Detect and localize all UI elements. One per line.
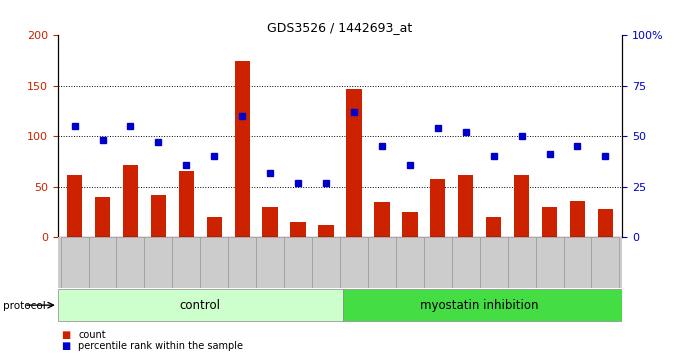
Bar xyxy=(486,217,501,237)
Bar xyxy=(235,61,250,237)
Bar xyxy=(592,237,619,289)
Bar xyxy=(368,237,396,289)
Bar xyxy=(430,179,445,237)
Bar xyxy=(598,209,613,237)
Bar xyxy=(67,175,82,237)
Bar xyxy=(374,202,390,237)
Bar xyxy=(424,237,452,289)
Bar xyxy=(542,207,557,237)
Bar xyxy=(262,207,278,237)
Bar xyxy=(343,289,622,321)
Bar xyxy=(123,165,138,237)
Bar xyxy=(88,237,116,289)
Bar xyxy=(179,171,194,237)
Bar xyxy=(95,197,110,237)
Bar xyxy=(284,237,312,289)
Bar xyxy=(144,237,172,289)
Bar xyxy=(318,225,334,237)
Bar xyxy=(58,289,343,321)
Bar xyxy=(346,89,362,237)
Bar xyxy=(396,237,424,289)
Bar xyxy=(508,237,536,289)
Bar xyxy=(536,237,564,289)
Text: count: count xyxy=(78,330,106,339)
Text: control: control xyxy=(180,299,221,312)
Bar xyxy=(340,237,368,289)
Bar xyxy=(452,237,479,289)
Bar xyxy=(201,237,228,289)
Bar xyxy=(514,175,529,237)
Text: protocol: protocol xyxy=(3,301,46,311)
Bar xyxy=(564,237,592,289)
Bar xyxy=(290,222,306,237)
Bar xyxy=(479,237,508,289)
Text: ■: ■ xyxy=(61,341,71,351)
Bar xyxy=(228,237,256,289)
Bar xyxy=(256,237,284,289)
Bar xyxy=(151,195,166,237)
Text: myostatin inhibition: myostatin inhibition xyxy=(420,299,539,312)
Bar xyxy=(61,237,88,289)
Text: percentile rank within the sample: percentile rank within the sample xyxy=(78,341,243,351)
Bar xyxy=(312,237,340,289)
Bar xyxy=(570,201,585,237)
Bar xyxy=(458,175,473,237)
Title: GDS3526 / 1442693_at: GDS3526 / 1442693_at xyxy=(267,21,413,34)
Bar xyxy=(402,212,418,237)
Text: ■: ■ xyxy=(61,330,71,339)
Bar xyxy=(172,237,201,289)
Bar xyxy=(207,217,222,237)
Bar xyxy=(116,237,144,289)
